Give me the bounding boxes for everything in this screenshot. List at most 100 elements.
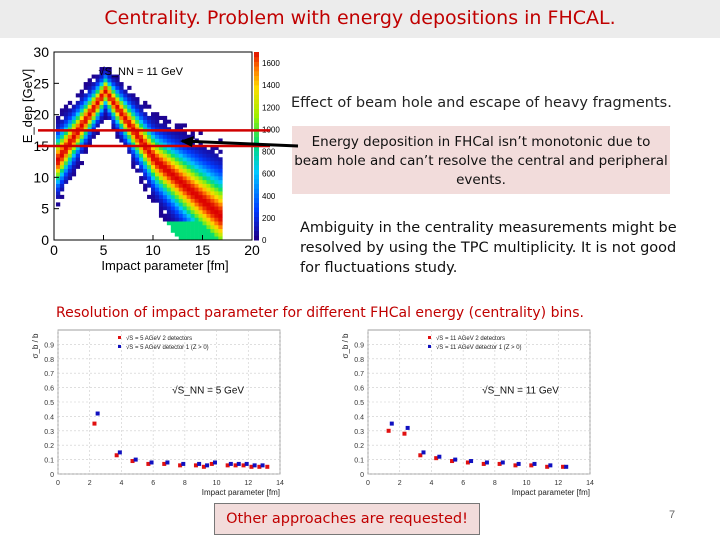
heatmap-cell — [115, 97, 120, 102]
resolution-title: Resolution of impact parameter for diffe… — [56, 305, 584, 321]
heatmap-cell — [75, 112, 81, 117]
heatmap-cell — [162, 138, 168, 143]
heatmap-cell — [210, 179, 215, 184]
heatmap-cell — [83, 108, 88, 113]
heatmap-cell — [170, 228, 176, 233]
heatmap-cell — [202, 232, 207, 237]
heatmap-cell — [162, 142, 168, 147]
colorbar-segment — [254, 211, 259, 217]
heatmap-cell — [178, 176, 183, 181]
heatmap-cell — [59, 123, 65, 128]
heatmap-cell — [190, 176, 195, 181]
heatmap-cell — [162, 134, 168, 139]
heatmap-cell — [174, 183, 180, 188]
heatmap-cell — [147, 115, 152, 120]
heatmap-cell — [151, 176, 156, 181]
heatmap-cell — [123, 112, 128, 117]
heatmap-cell — [147, 134, 152, 139]
heatmap-cell — [111, 112, 116, 117]
heatmap-cell — [194, 206, 199, 211]
heatmap-cell — [115, 74, 120, 79]
heatmap-cell — [55, 202, 61, 207]
heatmap-cell — [162, 115, 168, 120]
heatmap-cell — [103, 82, 108, 87]
heatmap-cell — [186, 187, 191, 192]
heatmap-cell — [214, 217, 219, 222]
heatmap-cell — [206, 217, 211, 222]
heatmap-cell — [75, 142, 81, 147]
heatmap-cell — [178, 198, 183, 203]
heatmap-cell — [162, 146, 168, 151]
heatmap-cell — [87, 89, 92, 94]
heatmap-cell — [63, 157, 69, 162]
heatmap-cell — [198, 142, 203, 147]
heatmap-cell — [75, 149, 81, 154]
heatmap-cell — [67, 149, 73, 154]
colorbar-segment — [254, 61, 259, 67]
heatmap-cell — [174, 146, 180, 151]
heatmap-cell — [131, 138, 136, 143]
heatmap-cell — [83, 119, 88, 124]
heatmap-cell — [202, 149, 207, 154]
heatmap-cell — [158, 142, 164, 147]
heatmap-cell — [139, 157, 144, 162]
heatmap-cell — [131, 104, 136, 109]
heatmap-cell — [158, 168, 164, 173]
heatmap-cell — [75, 123, 81, 128]
colorbar-segment — [254, 117, 259, 123]
heatmap-cell — [182, 157, 187, 162]
heatmap-cell — [178, 179, 183, 184]
data-point — [205, 463, 210, 468]
heatmap-cell — [202, 176, 207, 181]
x-tick-label: 6 — [461, 480, 465, 487]
heatmap-cell — [131, 146, 136, 151]
heatmap-cell — [190, 172, 195, 177]
heatmap-cell — [190, 236, 195, 241]
data-point — [252, 463, 257, 468]
heatmap-cell — [103, 67, 108, 72]
heatmap-cell — [206, 183, 211, 188]
data-point — [260, 463, 265, 468]
heatmap-cell — [178, 206, 183, 211]
data-point — [197, 461, 202, 466]
heatmap-cell — [75, 153, 81, 158]
heatmap-cell — [202, 224, 207, 230]
heatmap-cell — [210, 172, 215, 177]
heatmap-cell — [206, 153, 211, 158]
heatmap-annotation: √S_NN = 11 GeV — [99, 66, 184, 78]
heatmap-cell — [190, 209, 195, 214]
heatmap-cell — [210, 224, 215, 230]
heatmap-cell — [154, 168, 160, 173]
heatmap-cell — [166, 142, 172, 147]
heatmap-cell — [139, 123, 144, 128]
heatmap-cell — [202, 194, 207, 199]
heatmap-cell — [55, 142, 61, 147]
heatmap-cell — [218, 206, 223, 211]
heatmap-cell — [166, 168, 172, 173]
heatmap-cell — [182, 228, 187, 233]
heatmap-cell — [178, 123, 183, 128]
beam-hole-note: Effect of beam hole and escape of heavy … — [291, 95, 672, 111]
heatmap-cell — [202, 179, 207, 184]
heatmap-cell — [166, 161, 172, 166]
heatmap-cell — [143, 157, 148, 162]
heatmap-cell — [218, 164, 223, 169]
heatmap-cell — [83, 112, 88, 117]
heatmap-cell — [107, 78, 112, 83]
heatmap-cell — [87, 93, 92, 98]
heatmap-cell — [71, 104, 77, 109]
heatmap-cell — [218, 168, 223, 173]
heatmap-cell — [182, 209, 187, 214]
heatmap-cell — [55, 119, 61, 124]
heatmap-cell — [87, 134, 92, 139]
heatmap-cell — [166, 119, 172, 124]
heatmap-cell — [115, 93, 120, 98]
heatmap-cell — [182, 194, 187, 199]
heatmap-cell — [135, 153, 140, 158]
heatmap-cell — [99, 97, 104, 102]
heatmap-cell — [182, 202, 187, 207]
heatmap-cell — [71, 115, 77, 120]
data-point — [389, 421, 394, 426]
heatmap-cell — [55, 179, 61, 184]
heatmap-cell — [214, 161, 219, 166]
